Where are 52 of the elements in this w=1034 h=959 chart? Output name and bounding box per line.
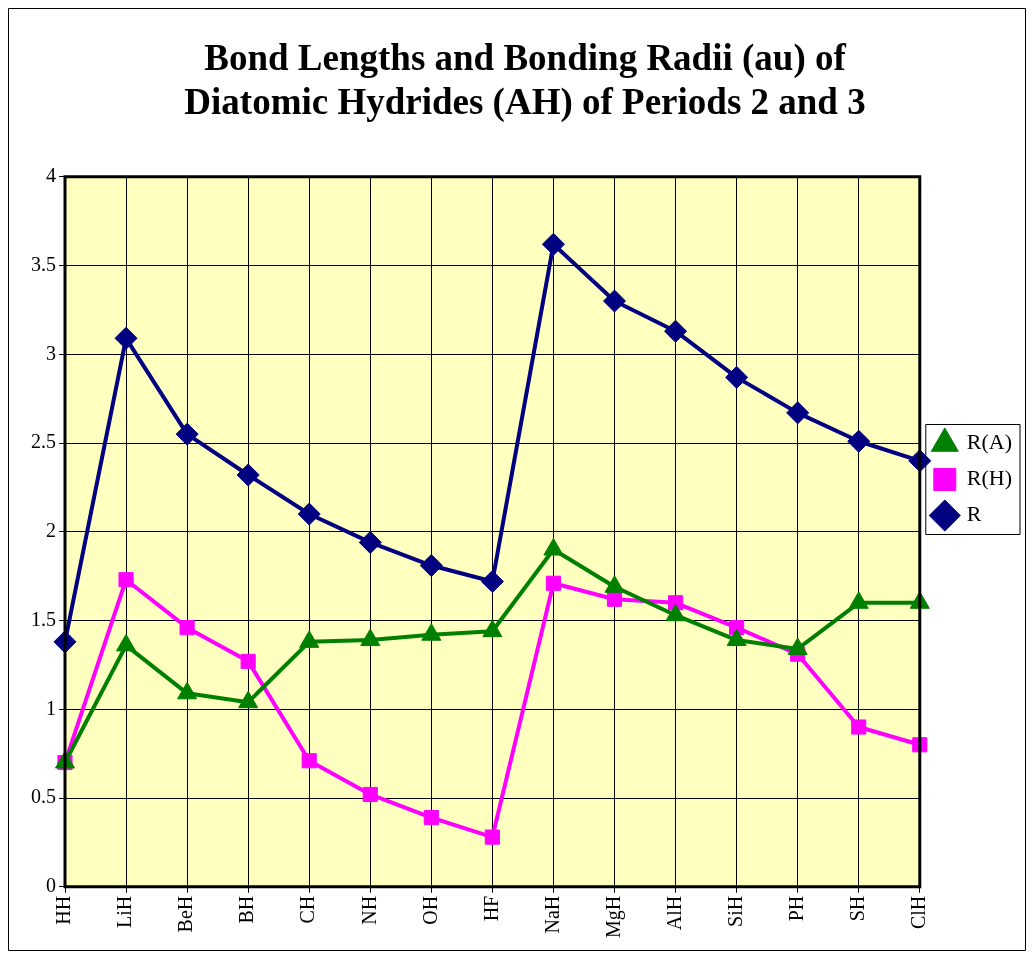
x-tick-label: OH	[418, 895, 441, 925]
y-tick-label: 0	[46, 874, 56, 897]
legend-label: R(A)	[966, 429, 1012, 455]
y-tick-label: 1.5	[31, 607, 56, 630]
chart-title: Bond Lengths and Bonding Radii (au) of Diatomic Hydrides (AH) of Periods 2 and 3	[184, 36, 866, 124]
point	[423, 809, 439, 826]
x-tick-label: HH	[52, 895, 75, 925]
point	[851, 719, 867, 735]
y-tick-label: 3.5	[31, 252, 56, 275]
point	[664, 319, 688, 343]
x-tick-label: NH	[357, 895, 380, 925]
y-tick-label: 3	[46, 341, 56, 364]
x-tick-label: BH	[235, 895, 258, 924]
x-tick-label: PH	[784, 895, 807, 922]
point	[301, 753, 317, 769]
x-tick-label: NaH	[540, 895, 563, 934]
legend-label: R	[966, 501, 982, 527]
x-tick-label: LiH	[113, 895, 136, 928]
legend-label: R(H)	[966, 465, 1012, 491]
point	[480, 569, 504, 593]
point	[240, 653, 256, 669]
y-tick-label: 2.5	[31, 430, 56, 453]
x-tick-label: HF	[479, 895, 502, 922]
point	[786, 401, 810, 425]
point	[847, 429, 871, 453]
point	[236, 463, 260, 487]
point	[606, 591, 623, 607]
point	[545, 575, 562, 591]
x-tick-label: SiH	[723, 895, 746, 927]
point	[179, 620, 195, 636]
point	[419, 554, 443, 578]
x-tick-label: CH	[296, 895, 319, 924]
point	[725, 365, 749, 389]
x-tick-label: MgH	[601, 895, 625, 939]
point	[114, 326, 138, 350]
point	[118, 572, 134, 588]
x-tick-label: BeH	[174, 895, 197, 933]
y-tick-label: 1	[46, 696, 56, 719]
x-tick-label: ClH	[907, 895, 930, 930]
point	[541, 232, 565, 256]
point	[175, 422, 199, 446]
x-tick-label: SH	[845, 895, 868, 922]
point	[358, 530, 382, 554]
point	[297, 502, 321, 526]
point	[362, 786, 378, 803]
point	[912, 737, 928, 753]
point	[603, 289, 627, 313]
y-tick-label: 0.5	[31, 785, 56, 808]
x-tick-label: AlH	[662, 895, 685, 931]
y-tick-label: 4	[46, 164, 56, 187]
y-tick-label: 2	[46, 519, 56, 542]
point	[484, 829, 500, 845]
